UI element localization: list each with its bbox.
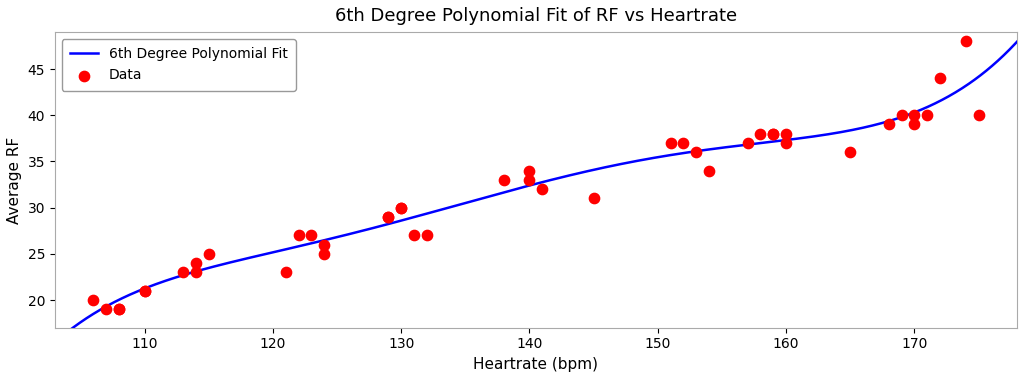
Data [765, 131, 781, 137]
Data [893, 112, 909, 118]
Data [920, 112, 936, 118]
Data [380, 214, 396, 220]
Data [98, 306, 115, 312]
Data [971, 112, 987, 118]
X-axis label: Heartrate (bpm): Heartrate (bpm) [473, 357, 598, 372]
Data [278, 269, 294, 276]
Data [316, 251, 333, 257]
Data [932, 75, 948, 81]
Line: 6th Degree Polynomial Fit: 6th Degree Polynomial Fit [54, 42, 1017, 342]
Title: 6th Degree Polynomial Fit of RF vs Heartrate: 6th Degree Polynomial Fit of RF vs Heart… [335, 7, 737, 25]
Data [521, 177, 538, 183]
Data [291, 232, 307, 238]
Data [187, 260, 204, 266]
Data [663, 140, 679, 146]
6th Degree Polynomial Fit [710, 146, 722, 151]
Data [700, 168, 717, 174]
Data [675, 140, 691, 146]
Data [419, 232, 435, 238]
6th Degree Polynomial Fit [1011, 39, 1023, 44]
Legend: 6th Degree Polynomial Fit, Data: 6th Degree Polynomial Fit, Data [61, 39, 296, 91]
6th Degree Polynomial Fit [472, 197, 484, 202]
Data [906, 112, 923, 118]
6th Degree Polynomial Fit [799, 135, 811, 140]
Data [316, 241, 333, 247]
Data [842, 149, 858, 155]
Data [380, 214, 396, 220]
6th Degree Polynomial Fit [816, 133, 828, 138]
6th Degree Polynomial Fit [48, 340, 60, 345]
6th Degree Polynomial Fit [437, 207, 450, 211]
Data [881, 121, 897, 127]
Data [906, 121, 923, 127]
Data [521, 168, 538, 174]
Data [778, 140, 795, 146]
Data [957, 38, 974, 44]
Data [586, 195, 602, 201]
Data [136, 288, 153, 294]
Data [535, 186, 551, 192]
Data [688, 149, 705, 155]
Data [85, 297, 101, 303]
Data [303, 232, 319, 238]
Data [393, 205, 410, 211]
Data [765, 131, 781, 137]
Data [136, 288, 153, 294]
Data [175, 269, 191, 276]
Data [111, 306, 127, 312]
Data [111, 306, 127, 312]
Data [739, 140, 756, 146]
Data [778, 131, 795, 137]
Data [201, 251, 217, 257]
6th Degree Polynomial Fit [146, 283, 159, 288]
Data [496, 177, 512, 183]
Data [393, 205, 410, 211]
Data [753, 131, 769, 137]
Y-axis label: Average RF: Average RF [7, 136, 22, 224]
Data [187, 269, 204, 276]
Data [406, 232, 422, 238]
